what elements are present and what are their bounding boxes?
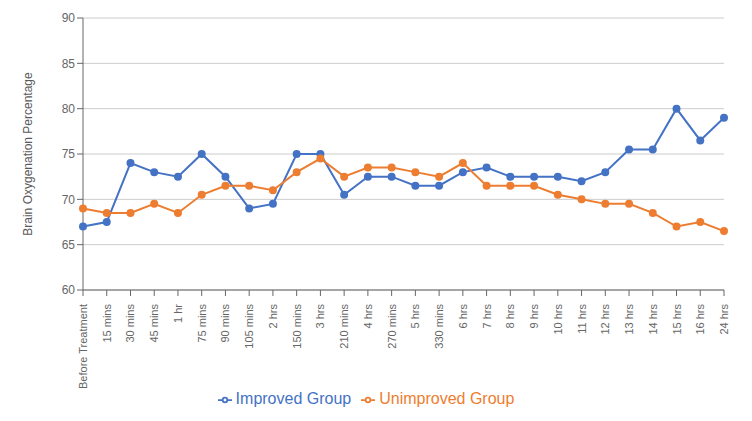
svg-text:150 mins: 150 mins bbox=[291, 304, 303, 349]
svg-text:330 mins: 330 mins bbox=[433, 304, 445, 349]
svg-text:90 mins: 90 mins bbox=[219, 304, 231, 343]
svg-text:10 hrs: 10 hrs bbox=[552, 304, 564, 335]
svg-text:75: 75 bbox=[62, 147, 76, 161]
svg-text:75 mins: 75 mins bbox=[196, 304, 208, 343]
svg-text:4 hrs: 4 hrs bbox=[362, 304, 374, 329]
svg-text:6 hrs: 6 hrs bbox=[457, 304, 469, 329]
svg-text:16 hrs: 16 hrs bbox=[694, 304, 706, 335]
svg-text:14 hrs: 14 hrs bbox=[647, 304, 659, 335]
html-text:Unimproved Group: Unimproved Group bbox=[379, 390, 515, 407]
svg-text:60: 60 bbox=[62, 283, 76, 297]
svg-text:5 hrs: 5 hrs bbox=[409, 304, 421, 329]
svg-text:1 hr: 1 hr bbox=[172, 304, 184, 323]
svg-text:3 hrs: 3 hrs bbox=[314, 304, 326, 329]
svg-text:70: 70 bbox=[62, 193, 76, 207]
svg-text:2 hrs: 2 hrs bbox=[267, 304, 279, 329]
svg-text:15 mins: 15 mins bbox=[101, 304, 113, 343]
svg-text:8 hrs: 8 hrs bbox=[504, 304, 516, 329]
svg-text:9 hrs: 9 hrs bbox=[528, 304, 540, 329]
svg-text:210 mins: 210 mins bbox=[338, 304, 350, 349]
svg-text:13 hrs: 13 hrs bbox=[623, 304, 635, 335]
svg-text:105 mins: 105 mins bbox=[243, 304, 255, 349]
svg-text:12 hrs: 12 hrs bbox=[599, 304, 611, 335]
svg-text:85: 85 bbox=[62, 57, 76, 71]
svg-text:270 mins: 270 mins bbox=[386, 304, 398, 349]
svg-text:24 hrs: 24 hrs bbox=[718, 304, 730, 335]
svg-text:45 mins: 45 mins bbox=[148, 304, 160, 343]
svg-text:Before Treatment: Before Treatment bbox=[77, 304, 89, 389]
svg-text:30 mins: 30 mins bbox=[124, 304, 136, 343]
svg-text:15 hrs: 15 hrs bbox=[671, 304, 683, 335]
html-text:Improved Group: Improved Group bbox=[235, 390, 352, 407]
svg-text:7 hrs: 7 hrs bbox=[481, 304, 493, 329]
svg-text:90: 90 bbox=[62, 11, 76, 25]
svg-text:Brain Oxygenation Percentage: Brain Oxygenation Percentage bbox=[21, 72, 35, 236]
svg-text:80: 80 bbox=[62, 102, 76, 116]
svg-text:65: 65 bbox=[62, 238, 76, 252]
svg-text:11 hrs: 11 hrs bbox=[576, 304, 588, 334]
